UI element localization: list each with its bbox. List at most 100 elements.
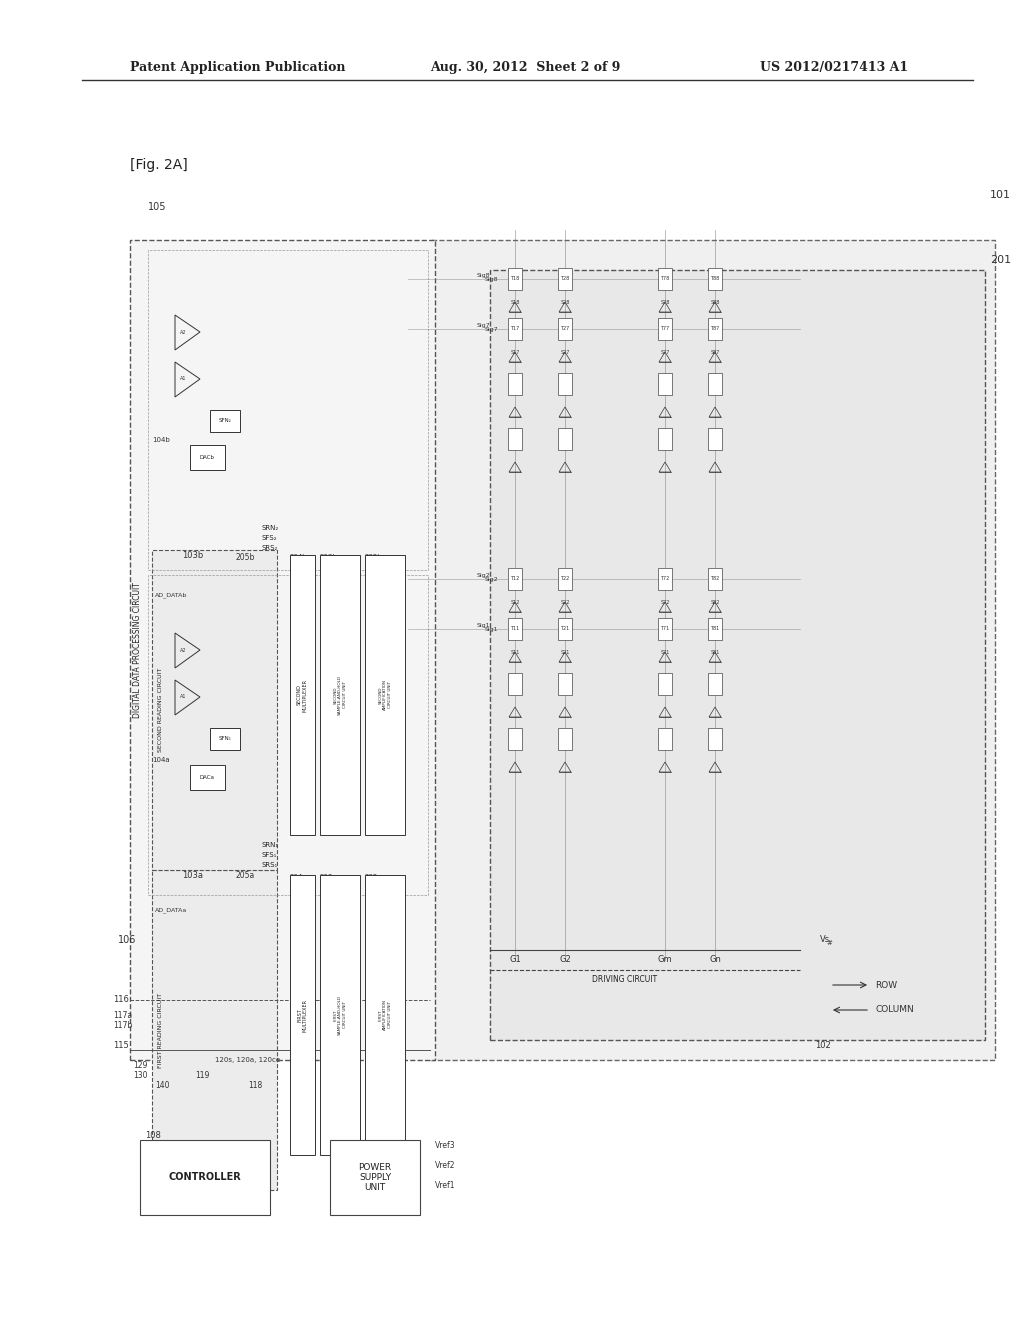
Bar <box>708 673 722 696</box>
Text: 116: 116 <box>113 995 129 1005</box>
Text: 106: 106 <box>118 935 136 945</box>
Text: T87: T87 <box>711 326 720 331</box>
Text: 204b: 204b <box>290 554 307 560</box>
Text: 115: 115 <box>113 1040 129 1049</box>
Text: 108: 108 <box>145 1130 161 1139</box>
Text: DACa: DACa <box>200 775 215 780</box>
Text: FIRST
MULTIPLEXER: FIRST MULTIPLEXER <box>297 998 308 1031</box>
Text: T11: T11 <box>510 627 519 631</box>
Text: Vs: Vs <box>820 936 830 945</box>
Bar <box>508 374 522 395</box>
Text: Sig8: Sig8 <box>484 276 498 281</box>
Text: S11: S11 <box>510 651 520 656</box>
Text: Sig2: Sig2 <box>484 577 498 582</box>
Bar <box>290 554 315 836</box>
Text: SFN₂: SFN₂ <box>218 418 231 424</box>
Text: 101: 101 <box>990 190 1011 201</box>
Text: 107: 107 <box>335 1130 351 1139</box>
Text: POWER
SUPPLY
UNIT: POWER SUPPLY UNIT <box>358 1163 391 1192</box>
Text: SRN₂: SRN₂ <box>262 525 280 531</box>
Bar <box>508 673 522 696</box>
Text: S12: S12 <box>510 601 520 606</box>
Text: SFS₁: SFS₁ <box>262 851 278 858</box>
Text: DRIVING CIRCUIT: DRIVING CIRCUIT <box>593 975 657 985</box>
Text: S17: S17 <box>510 351 520 355</box>
Text: 140: 140 <box>155 1081 170 1089</box>
Text: Gm: Gm <box>657 956 673 965</box>
Bar <box>558 673 572 696</box>
Text: 120s, 120a, 120ce: 120s, 120a, 120ce <box>215 1057 281 1063</box>
Text: AD_DATAa: AD_DATAa <box>155 907 187 913</box>
Bar <box>140 1140 270 1214</box>
Text: FIRST READING CIRCUIT: FIRST READING CIRCUIT <box>158 993 163 1068</box>
Text: S72: S72 <box>660 601 670 606</box>
Bar <box>708 568 722 590</box>
Text: 201: 201 <box>990 255 1011 265</box>
Bar <box>558 318 572 341</box>
Text: S28: S28 <box>560 301 569 305</box>
Text: 204a: 204a <box>290 874 307 880</box>
Text: Aug. 30, 2012  Sheet 2 of 9: Aug. 30, 2012 Sheet 2 of 9 <box>430 62 621 74</box>
Text: US 2012/0217413 A1: US 2012/0217413 A1 <box>760 62 908 74</box>
Text: Vref3: Vref3 <box>435 1140 456 1150</box>
Text: S77: S77 <box>660 351 670 355</box>
Bar <box>558 618 572 640</box>
Bar <box>152 550 278 870</box>
Bar <box>658 318 672 341</box>
Text: FIRST
SAMPLE-AND-HOLD
CIRCUIT UNIT: FIRST SAMPLE-AND-HOLD CIRCUIT UNIT <box>334 995 346 1035</box>
Bar <box>365 875 406 1155</box>
Bar <box>330 1140 420 1214</box>
Text: T18: T18 <box>510 276 519 281</box>
Text: A1: A1 <box>180 694 186 700</box>
Text: T28: T28 <box>560 276 569 281</box>
Text: T21: T21 <box>560 627 569 631</box>
Bar <box>558 729 572 750</box>
Bar <box>190 766 225 789</box>
Text: S88: S88 <box>711 301 720 305</box>
Bar <box>658 268 672 290</box>
Text: Sig8: Sig8 <box>476 272 490 277</box>
Text: T77: T77 <box>660 326 670 331</box>
Text: T82: T82 <box>711 577 720 582</box>
Bar <box>658 618 672 640</box>
Text: 203a: 203a <box>319 874 338 880</box>
Text: SRS₂: SRS₂ <box>262 545 279 550</box>
Text: SFN₁: SFN₁ <box>218 737 231 742</box>
Bar <box>365 554 406 836</box>
Text: 202a: 202a <box>365 874 383 880</box>
Text: 130: 130 <box>133 1071 147 1080</box>
Text: Patent Application Publication: Patent Application Publication <box>130 62 345 74</box>
Text: 117b: 117b <box>113 1020 132 1030</box>
Text: Gn: Gn <box>709 956 721 965</box>
Text: A2: A2 <box>180 330 186 334</box>
Text: Sig7: Sig7 <box>476 322 490 327</box>
Text: 117a: 117a <box>113 1011 132 1019</box>
Text: Sig2: Sig2 <box>476 573 490 578</box>
Bar <box>210 411 240 432</box>
Bar <box>658 729 672 750</box>
Bar <box>290 875 315 1155</box>
Text: 103a: 103a <box>182 870 203 879</box>
Text: SECOND
SAMPLE-AND-HOLD
CIRCUIT UNIT: SECOND SAMPLE-AND-HOLD CIRCUIT UNIT <box>334 675 346 715</box>
Text: S22: S22 <box>560 601 569 606</box>
Text: 203b: 203b <box>319 554 338 560</box>
Text: DIGITAL DATA PROCESSING CIRCUIT: DIGITAL DATA PROCESSING CIRCUIT <box>133 582 142 718</box>
Bar <box>708 318 722 341</box>
Bar <box>490 271 985 1040</box>
Bar <box>508 618 522 640</box>
Bar <box>558 374 572 395</box>
Text: Sig1: Sig1 <box>484 627 498 631</box>
Bar <box>658 374 672 395</box>
Bar <box>148 249 428 570</box>
Text: ROW: ROW <box>874 981 897 990</box>
Text: T17: T17 <box>510 326 519 331</box>
Text: 129: 129 <box>133 1060 147 1069</box>
Text: Vref1: Vref1 <box>435 1180 456 1189</box>
Text: CONTROLLER: CONTROLLER <box>169 1172 242 1183</box>
Text: S71: S71 <box>660 651 670 656</box>
Text: COLUMN: COLUMN <box>874 1006 913 1015</box>
Text: T22: T22 <box>560 577 569 582</box>
Text: 105: 105 <box>148 202 167 213</box>
Bar <box>508 729 522 750</box>
Bar <box>708 618 722 640</box>
